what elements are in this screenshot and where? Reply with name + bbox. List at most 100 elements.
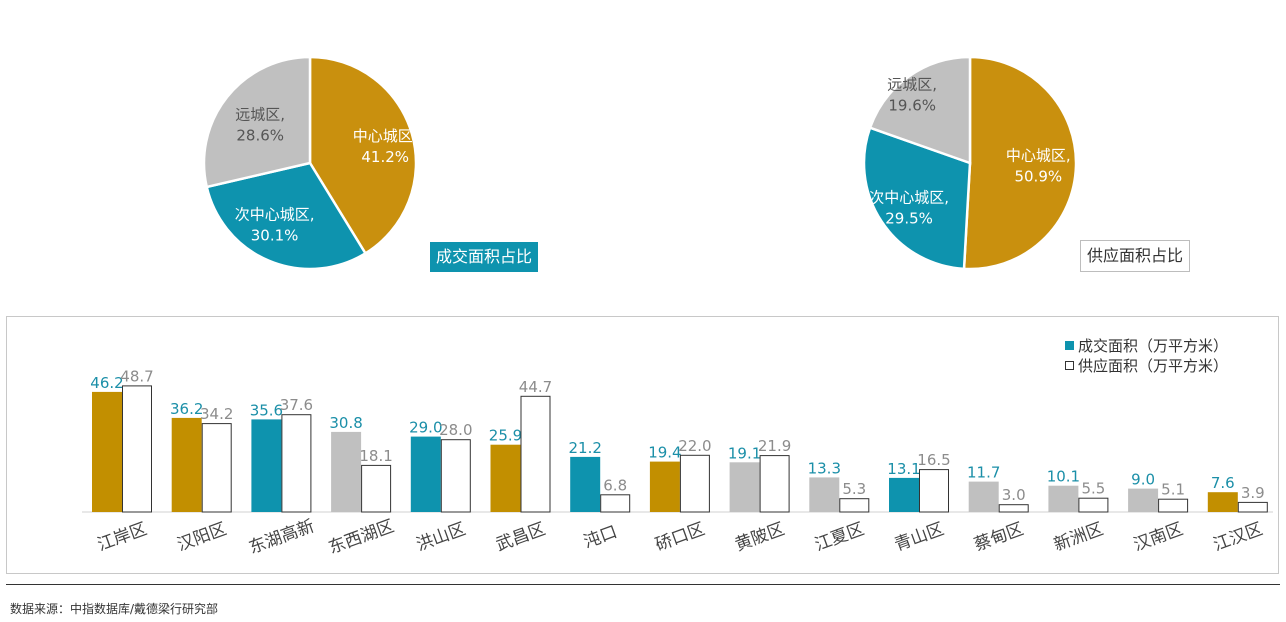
bar-chart-frame: 46.2 48.7 江岸区 36.2 34.2 汉阳区 35.6 37.6 东湖高新 30.8 18… — [6, 316, 1279, 574]
category-tick-label: 硚口区 — [653, 519, 708, 555]
bar-transaction — [490, 444, 521, 512]
bar-supply — [998, 504, 1029, 513]
pie-slice — [202, 55, 312, 189]
bar-value-label-supply: 5.1 — [1161, 481, 1185, 499]
bar-value-label-supply: 18.1 — [359, 447, 392, 465]
bar-value-label-supply: 48.7 — [120, 367, 153, 385]
category-tick-label: 蔡甸区 — [972, 519, 1027, 555]
category-tick-label: 江汉区 — [1211, 519, 1266, 555]
bar-value-label-transaction: 36.2 — [170, 400, 203, 418]
bar-transaction — [92, 391, 122, 512]
bar-value-label-supply: 37.6 — [280, 396, 313, 414]
bar-value-label-supply: 44.7 — [519, 378, 552, 396]
bar-transaction — [410, 436, 441, 512]
pie-slice — [862, 126, 972, 271]
legend-label-supply: 供应面积（万平方米） — [1078, 357, 1228, 375]
bar-transaction — [171, 417, 202, 512]
bar-value-label-transaction: 9.0 — [1131, 471, 1155, 489]
bar-value-label-supply: 5.5 — [1081, 480, 1105, 498]
pie-slice-label: 中心城区, — [1006, 147, 1071, 165]
footer-divider — [6, 584, 1280, 585]
category-tick-label: 武昌区 — [493, 519, 548, 555]
bar-transaction — [1207, 492, 1238, 512]
bar-supply — [201, 423, 232, 513]
bar-supply — [839, 498, 870, 513]
category-tick-label: 汉阳区 — [175, 519, 230, 555]
bar-value-label-supply: 21.9 — [758, 437, 791, 455]
bar-supply — [281, 414, 312, 513]
bar-transaction — [889, 477, 919, 512]
bar-transaction — [570, 456, 601, 512]
bar-value-label-transaction: 35.6 — [250, 401, 283, 419]
bar-transaction — [968, 481, 999, 512]
bar-value-label-transaction: 13.3 — [808, 459, 841, 477]
legend-swatch-supply — [1065, 361, 1074, 370]
pie-chart-supply-share: 中心城区, 50.9% 次中心城区, 29.5% 远城区, 19.6% — [862, 55, 1078, 271]
category-tick-label: 洪山区 — [414, 519, 469, 555]
pie-slice-value: 29.5% — [885, 209, 933, 227]
pie-slice — [868, 55, 972, 165]
pie-chart-transaction-share: 中心城区, 41.2% 次中心城区, 30.1% 远城区, 28.6% — [202, 55, 418, 271]
bar-supply — [919, 469, 949, 513]
bar-value-label-transaction: 46.2 — [90, 374, 123, 392]
bar-value-label-transaction: 21.2 — [568, 439, 601, 457]
category-tick-label: 青山区 — [892, 519, 947, 555]
pie-slice-value: 28.6% — [236, 126, 284, 144]
bar-supply — [600, 494, 631, 513]
pie-slice — [962, 55, 1078, 271]
bar-transaction — [1128, 488, 1159, 512]
bar-value-label-transaction: 30.8 — [329, 414, 362, 432]
pie-slice-label: 中心城区, — [353, 127, 418, 145]
bar-transaction — [331, 431, 362, 512]
bar-supply — [440, 439, 471, 513]
bar-value-label-supply: 3.9 — [1241, 484, 1265, 502]
category-tick-label: 新洲区 — [1051, 519, 1106, 555]
bar-value-label-supply: 5.3 — [842, 480, 866, 498]
category-tick-label: 东湖高新 — [246, 516, 317, 558]
data-source-note: 数据来源：中指数据库/戴德梁行研究部 — [10, 602, 219, 616]
bar-transaction — [809, 477, 840, 512]
bar-value-label-transaction: 29.0 — [409, 419, 442, 437]
bar-value-label-transaction: 10.1 — [1047, 468, 1080, 486]
pie-slice-value: 41.2% — [361, 148, 409, 166]
bar-supply — [1078, 497, 1109, 513]
bar-supply — [122, 385, 152, 513]
bar-value-label-transaction: 11.7 — [967, 464, 1000, 482]
legend-label-transaction: 成交面积（万平方米） — [1078, 337, 1228, 355]
bar-value-label-transaction: 7.6 — [1211, 474, 1235, 492]
category-tick-label: 江岸区 — [95, 519, 150, 555]
pie-slice-label: 次中心城区, — [235, 206, 315, 224]
bar-value-label-supply: 22.0 — [678, 437, 711, 455]
category-tick-label: 黄陂区 — [733, 519, 788, 555]
bar-supply — [1158, 498, 1189, 513]
bar-supply — [1237, 501, 1268, 513]
bar-value-label-supply: 6.8 — [603, 476, 627, 494]
category-tick-label: 汉南区 — [1131, 519, 1186, 555]
bar-supply — [520, 395, 551, 513]
pie-slice-value: 50.9% — [1014, 168, 1062, 186]
bar-chart-district-area: 46.248.7 江岸区 36.234.2 汉阳区 35.637.6 东湖高新 30.8 18… — [82, 337, 1273, 558]
category-tick-label: 江夏区 — [812, 519, 867, 555]
bar-value-label-supply: 16.5 — [917, 451, 950, 469]
category-tick-label: 沌口 — [581, 522, 620, 552]
pie-title-transaction-share: 成交面积占比 — [430, 242, 539, 272]
bar-value-label-transaction: 25.9 — [489, 427, 522, 445]
bar-supply — [361, 464, 392, 513]
pie-slice — [205, 161, 368, 271]
bar-supply — [759, 455, 790, 513]
pie-title-supply-share: 供应面积占比 — [1080, 240, 1191, 272]
bar-transaction — [729, 462, 760, 512]
bar-value-label-supply: 3.0 — [1002, 486, 1026, 504]
pie-slice-label: 远城区, — [235, 105, 285, 123]
bar-value-label-transaction: 19.4 — [648, 444, 681, 462]
pie-slice-label: 远城区, — [887, 76, 937, 94]
bar-value-label-supply: 34.2 — [200, 405, 233, 423]
category-tick-label: 东西湖区 — [326, 516, 397, 558]
pie-slice-label: 次中心城区, — [869, 188, 949, 206]
bar-supply — [679, 454, 710, 513]
pie-slice-value: 30.1% — [251, 227, 299, 245]
bar-transaction — [1048, 485, 1079, 512]
pie-slice-value: 19.6% — [888, 97, 936, 115]
bar-transaction — [649, 461, 680, 512]
bar-value-label-transaction: 13.1 — [887, 460, 920, 478]
